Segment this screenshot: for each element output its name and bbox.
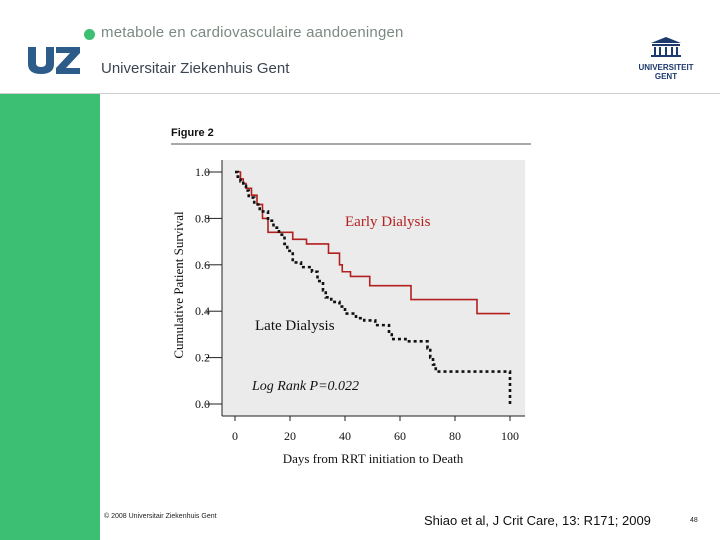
- page-number: 48: [690, 517, 698, 524]
- series: [235, 170, 512, 404]
- x-tick-label: 0: [232, 429, 238, 443]
- slide-header: metabole en cardiovasculaire aandoeninge…: [0, 0, 720, 93]
- header-tagline: metabole en cardiovasculaire aandoeninge…: [101, 24, 404, 41]
- x-tick-label: 60: [394, 429, 406, 443]
- late-dialysis-label: Late Dialysis: [255, 318, 335, 334]
- y-tick-label: 0.2: [195, 351, 210, 365]
- y-tick-label: 1.0: [195, 165, 210, 179]
- y-axis: 0.0 0.2 0.4 0.6 0.8 1.0: [195, 160, 223, 416]
- y-tick-label: 0.6: [195, 258, 210, 272]
- survival-chart: Figure 2 0.0 0.2 0.4 0.6 0.8 1.0 0 20 40 60 80 100…: [171, 127, 531, 466]
- university-building-icon: [651, 37, 681, 57]
- x-tick-label: 40: [339, 429, 351, 443]
- early-dialysis-label: Early Dialysis: [345, 214, 431, 230]
- y-tick-label: 0.8: [195, 211, 210, 225]
- uz-logo: UZ: [28, 47, 80, 74]
- plot-area: [222, 160, 525, 416]
- ugent-logo: UNIVERSITEIT GENT: [636, 36, 696, 81]
- citation: Shiao et al, J Crit Care, 13: R171; 2009: [424, 513, 651, 528]
- x-axis: 0 20 40 60 80 100: [222, 415, 525, 443]
- x-tick-label: 20: [284, 429, 296, 443]
- copyright-notice: © 2008 Universitair Ziekenhuis Gent: [104, 513, 217, 520]
- late-dialysis-curve: [235, 170, 512, 404]
- organization-name: Universitair Ziekenhuis Gent: [101, 60, 290, 77]
- accent-dot: [84, 29, 95, 40]
- y-tick-label: 0.0: [195, 397, 210, 411]
- x-tick-label: 100: [501, 429, 519, 443]
- logrank-label: Log Rank P=0.022: [251, 379, 359, 394]
- ugent-line-2: GENT: [654, 72, 678, 81]
- x-axis-label: Days from RRT initiation to Death: [283, 451, 464, 466]
- header-divider: [0, 93, 720, 94]
- ugent-line-1: UNIVERSITEIT: [638, 63, 694, 72]
- y-tick-label: 0.4: [195, 304, 210, 318]
- figure-label: Figure 2: [171, 127, 214, 139]
- x-tick-label: 80: [449, 429, 461, 443]
- y-axis-label: Cumulative Patient Survival: [171, 211, 186, 359]
- green-side-band: [0, 94, 100, 540]
